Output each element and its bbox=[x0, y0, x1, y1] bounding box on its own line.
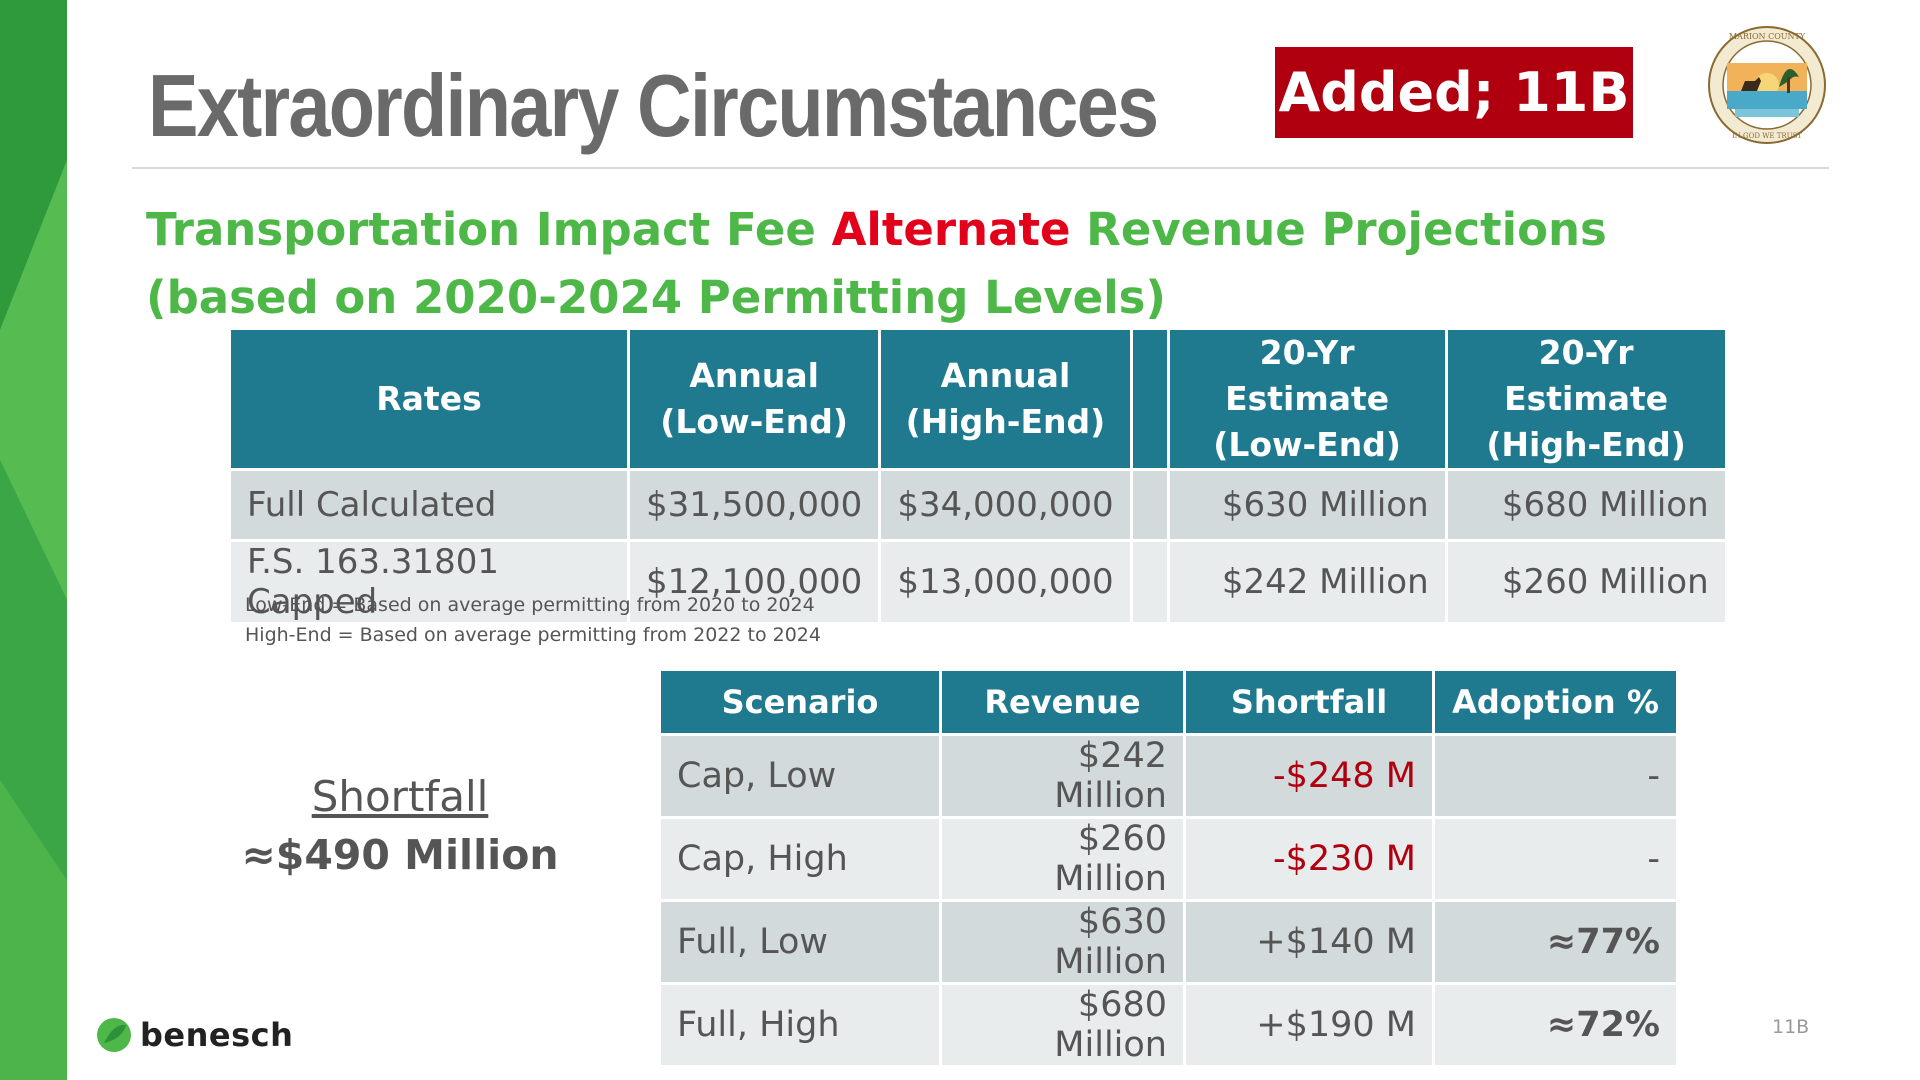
table-row: Full, Low $630 Million +$140 M ≈77% bbox=[661, 902, 1676, 982]
added-badge: Added; 11B bbox=[1275, 47, 1633, 138]
subtitle-line-2: (based on 2020-2024 Permitting Levels) bbox=[146, 271, 1166, 324]
title-divider bbox=[132, 167, 1829, 169]
header-revenue: Revenue bbox=[942, 671, 1183, 733]
svg-text:MARION COUNTY: MARION COUNTY bbox=[1729, 32, 1806, 41]
shortfall-value-cell: -$248 M bbox=[1186, 736, 1432, 816]
rate-name: F.S. 163.31801 Capped bbox=[231, 542, 627, 622]
shortfall-summary: Shortfall ≈$490 Million bbox=[240, 768, 560, 884]
annual-high-value: $34,000,000 bbox=[881, 471, 1130, 539]
annual-low-value: $12,100,000 bbox=[630, 542, 879, 622]
table-row: Full Calculated $31,500,000 $34,000,000 … bbox=[231, 471, 1725, 539]
shortfall-value: ≈$490 Million bbox=[241, 831, 559, 879]
header-adoption: Adoption % bbox=[1435, 671, 1676, 733]
subtitle-line-1: Transportation Impact Fee Alternate Reve… bbox=[146, 203, 1607, 256]
shortfall-value-cell: -$230 M bbox=[1186, 819, 1432, 899]
est-high-value: $680 Million bbox=[1447, 471, 1725, 539]
scenario-name: Full, Low bbox=[661, 902, 939, 982]
benesch-logo: benesch bbox=[96, 1016, 293, 1054]
est-high-value: $260 Million bbox=[1447, 542, 1725, 622]
revenue-value: $242 Million bbox=[942, 736, 1183, 816]
revenue-value: $680 Million bbox=[942, 985, 1183, 1065]
note-high-end: High-End = Based on average permitting f… bbox=[245, 624, 821, 646]
page-number: 11B bbox=[1772, 1016, 1810, 1038]
table-notes: Low-End = Based on average permitting fr… bbox=[245, 590, 821, 650]
header-20yr-high: 20-Yr Estimate (High-End) bbox=[1447, 330, 1725, 468]
est-low-value: $630 Million bbox=[1169, 471, 1445, 539]
revenue-value: $260 Million bbox=[942, 819, 1183, 899]
header-annual-low: Annual (Low-End) bbox=[630, 330, 879, 468]
subtitle: Transportation Impact Fee Alternate Reve… bbox=[146, 196, 1607, 332]
logo-text: benesch bbox=[140, 1016, 294, 1054]
svg-text:IN GOD WE TRUST: IN GOD WE TRUST bbox=[1732, 132, 1802, 140]
left-accent-bar bbox=[0, 0, 67, 1080]
annual-high-value: $13,000,000 bbox=[881, 542, 1130, 622]
scenario-name: Cap, High bbox=[661, 819, 939, 899]
adoption-value: - bbox=[1435, 736, 1676, 816]
scenario-table-header: Scenario Revenue Shortfall Adoption % bbox=[661, 671, 1676, 733]
header-20yr-low: 20-Yr Estimate (Low-End) bbox=[1169, 330, 1445, 468]
adoption-value: ≈72% bbox=[1435, 985, 1676, 1065]
county-seal-icon: MARION COUNTY IN GOD WE TRUST bbox=[1708, 26, 1826, 144]
est-low-value: $242 Million bbox=[1169, 542, 1445, 622]
revenue-value: $630 Million bbox=[942, 902, 1183, 982]
adoption-value: ≈77% bbox=[1435, 902, 1676, 982]
annual-low-value: $31,500,000 bbox=[630, 471, 879, 539]
scenario-name: Cap, Low bbox=[661, 736, 939, 816]
slide-title: Extraordinary Circumstances bbox=[148, 56, 1159, 155]
leaf-logo-icon bbox=[97, 1018, 131, 1052]
table-row: Full, High $680 Million +$190 M ≈72% bbox=[661, 985, 1676, 1065]
subtitle-highlight: Alternate bbox=[831, 203, 1071, 256]
scenario-name: Full, High bbox=[661, 985, 939, 1065]
shortfall-value-cell: +$140 M bbox=[1186, 902, 1432, 982]
header-rates: Rates bbox=[231, 330, 627, 468]
rate-name: Full Calculated bbox=[231, 471, 627, 539]
rates-table: Rates Annual (Low-End) Annual (High-End) 2… bbox=[228, 327, 1728, 625]
shortfall-label: Shortfall bbox=[311, 772, 489, 821]
header-shortfall: Shortfall bbox=[1186, 671, 1432, 733]
header-scenario: Scenario bbox=[661, 671, 939, 733]
scenario-table: Scenario Revenue Shortfall Adoption % Ca… bbox=[658, 668, 1679, 1068]
table-row: F.S. 163.31801 Capped $12,100,000 $13,00… bbox=[231, 542, 1725, 622]
rates-table-header: Rates Annual (Low-End) Annual (High-End) 2… bbox=[231, 330, 1725, 468]
header-spacer bbox=[1132, 330, 1167, 468]
header-annual-high: Annual (High-End) bbox=[881, 330, 1130, 468]
shortfall-value-cell: +$190 M bbox=[1186, 985, 1432, 1065]
note-low-end: Low-End = Based on average permitting fr… bbox=[245, 594, 815, 616]
table-row: Cap, High $260 Million -$230 M - bbox=[661, 819, 1676, 899]
spacer-cell bbox=[1132, 471, 1167, 539]
spacer-cell bbox=[1132, 542, 1167, 622]
table-row: Cap, Low $242 Million -$248 M - bbox=[661, 736, 1676, 816]
adoption-value: - bbox=[1435, 819, 1676, 899]
